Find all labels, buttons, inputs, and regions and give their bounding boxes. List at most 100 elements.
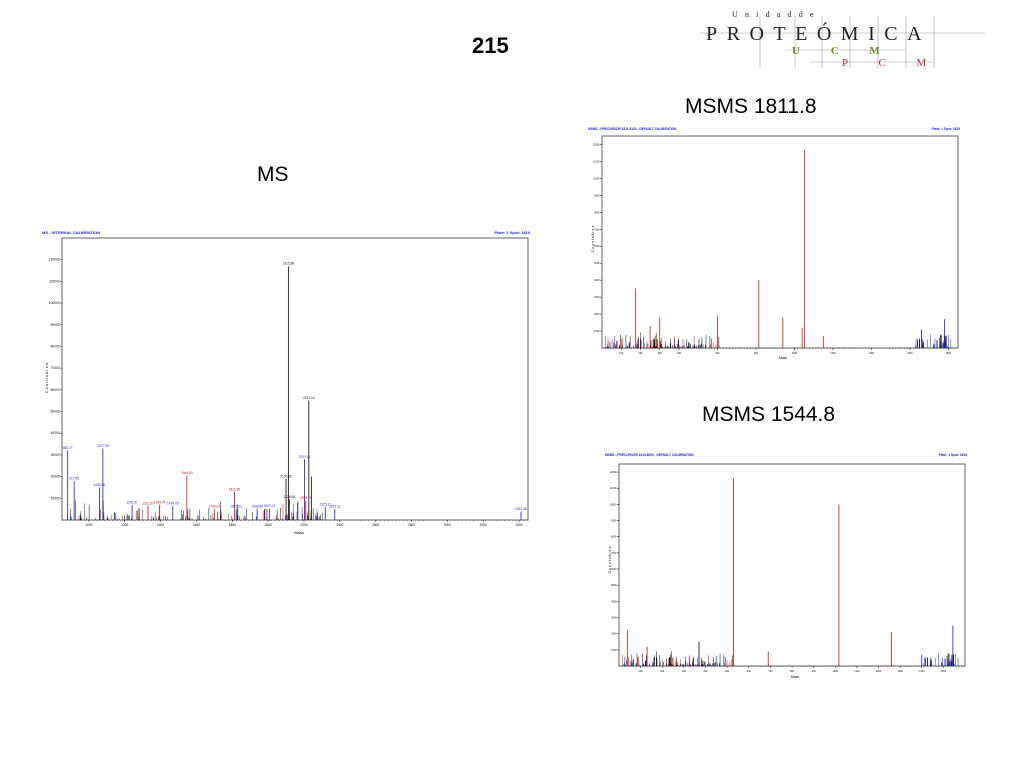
ms-peak-label: 2203.15 — [299, 455, 311, 459]
msms1-xtick-label: 100 — [619, 352, 624, 355]
ms-ytick-label: 60000 — [51, 388, 60, 392]
msms2-ytick-label: 7000 — [611, 552, 617, 555]
ms-peak-label: 2227.14 — [303, 396, 315, 400]
msms1-xtick-label: 1000 — [792, 352, 798, 355]
ms-ylabel: C o u n t s A r e a — [44, 362, 49, 393]
ms-xtick-label: 1800 — [229, 523, 236, 527]
ms-peak-label: 2208.71 — [300, 496, 312, 500]
msms2-xtick-label: 1400 — [919, 670, 925, 673]
msms2-ytick-label: 4000 — [611, 600, 617, 603]
ms-panel-title: MS — [257, 163, 289, 186]
ms-xtick-label: 3000 — [444, 523, 451, 527]
msms1-xtick-label: 1400 — [869, 352, 875, 355]
ms-peak-label: 2325.17 — [320, 502, 332, 506]
msms1-xtick-label: 1800 — [946, 352, 952, 355]
ms-peak-label: 1395.74 — [154, 500, 166, 504]
ms-xtick-label: 2400 — [336, 523, 343, 527]
msms1-ytick-label: 12000 — [593, 143, 600, 146]
ms-ytick-label: 80000 — [51, 344, 60, 348]
logo-grid — [700, 16, 985, 68]
ms-ytick-label: 120000 — [49, 258, 60, 262]
ms-ytick-label: 100000 — [49, 301, 60, 305]
msms1-xtick-label: 200 — [638, 352, 643, 355]
ms-peak-label: 1811.85 — [229, 487, 241, 491]
msms2-header-left: MSMS - PRECURSOR 1544.8000 - DEFAULT CAL… — [605, 453, 694, 457]
msms1-panel-title: MSMS 1811.8 — [685, 95, 817, 118]
msms2-ytick-label: 11000 — [610, 487, 617, 490]
ms-peak-label: 2007.01 — [264, 504, 276, 508]
msms2-xtick-label: 100 — [639, 670, 644, 673]
ms-ytick-label: 10000 — [51, 496, 60, 500]
ms-header-right: Plate: 1 Spot: 1819 — [494, 230, 530, 235]
logo-row2: U C M — [792, 45, 894, 57]
ms-xtick-label: 2200 — [300, 523, 307, 527]
ms-peak-label: 1331.67 — [142, 501, 154, 505]
msms2-xtick-label: 400 — [704, 670, 709, 673]
ms-peak-label: 1478.78 — [167, 501, 179, 505]
msms2-panel-title: MSMS 1544.8 — [702, 403, 836, 426]
msms1-xtick-label: 300 — [658, 352, 663, 355]
msms2-ytick-label: 10000 — [610, 503, 617, 506]
msms2-xtick-label: 900 — [812, 670, 817, 673]
ms-xtick-label: 3400 — [515, 523, 522, 527]
msms1-ytick-label: 7000 — [594, 228, 600, 231]
logo-top-text: U n i d a d d e — [732, 10, 816, 19]
ms-peak-label: 2100.05 — [280, 474, 292, 478]
msms2-xtick-label: 200 — [660, 670, 665, 673]
logo-main-word: PROTEÓMICA — [706, 21, 931, 45]
logo-row3: P C M — [842, 57, 940, 69]
msms1-header-right: Plate: 1 Spot: 1819 — [932, 127, 961, 131]
msms1-ytick-label: 6000 — [594, 245, 600, 248]
msms1-header-left: MSMS - PRECURSOR 1811.8120 - DEFAULT CAL… — [588, 127, 677, 131]
ms-ytick-label: 90000 — [51, 323, 60, 327]
ms-xtick-label: 2600 — [372, 523, 379, 527]
ms-peak-label: 2126.00 — [283, 495, 295, 499]
ms-xtick-label: 1600 — [193, 523, 200, 527]
msms1-ylabel: C o u n t s A r e a — [591, 226, 595, 253]
ms-spectrum-chart: MS - INTERNAL CALIBRATION Plate: 1 Spot:… — [42, 230, 531, 535]
ms-ytick-label: 20000 — [51, 475, 60, 479]
ms-ytick-label: 50000 — [51, 410, 60, 414]
ms-peak-label: 1938.80 — [251, 505, 263, 509]
proteomica-logo: U n i d a d d e PROTEÓMICA U C M P C M — [700, 10, 985, 69]
msms2-xtick-label: 600 — [747, 670, 752, 673]
msms1-xtick-label: 600 — [715, 352, 720, 355]
msms1-ytick-label: 9000 — [594, 194, 600, 197]
ms-plot-frame — [61, 237, 529, 521]
msms1-plot-frame — [601, 135, 959, 349]
ms-xlabel: Mass — [294, 530, 304, 535]
ms-xtick-label: 2800 — [408, 523, 415, 527]
msms2-header-right: Plate: 1 Spot: 1819 — [939, 453, 968, 457]
msms1-xlabel: Mass — [779, 356, 788, 360]
ms-ytick-label: 30000 — [51, 453, 60, 457]
ms-peak-label: 881.77 — [63, 446, 73, 450]
ms-peak-label: 2112.98 — [283, 262, 295, 266]
msms2-xtick-label: 1300 — [897, 670, 903, 673]
msms2-xtick-label: 1200 — [876, 670, 882, 673]
msms1-xtick-label: 400 — [677, 352, 682, 355]
msms2-xtick-label: 800 — [790, 670, 795, 673]
ms-peak-label: 3411.45 — [515, 507, 527, 511]
msms2-xtick-label: 700 — [768, 670, 773, 673]
msms1-ytick-label: 5000 — [594, 262, 600, 265]
msms2-spectrum-chart: MSMS - PRECURSOR 1544.8000 - DEFAULT CAL… — [605, 453, 968, 679]
ms-ytick-label: 40000 — [51, 431, 60, 435]
ms-ytick-label: 70000 — [51, 366, 60, 370]
msms2-xtick-label: 1000 — [833, 670, 839, 673]
ms-ytick-label: 110000 — [49, 279, 60, 283]
msms2-ytick-label: 5000 — [611, 584, 617, 587]
ms-peak-label: 1546.83 — [181, 471, 193, 475]
msms2-xtick-label: 500 — [725, 670, 730, 673]
msms1-ytick-label: 2000 — [594, 313, 600, 316]
ms-peak-label: 1059.00 — [94, 483, 106, 487]
ms-xtick-label: 1200 — [121, 523, 128, 527]
msms2-xlabel: Mass — [791, 675, 800, 679]
ms-xtick-label: 2000 — [265, 523, 272, 527]
ms-peak-label: 917.89 — [69, 476, 79, 480]
msms1-ytick-label: 3000 — [594, 296, 600, 299]
msms1-ytick-label: 8000 — [594, 211, 600, 214]
slide-number: 215 — [472, 33, 509, 58]
msms2-ytick-label: 12000 — [610, 471, 617, 474]
msms2-ytick-label: 9000 — [611, 520, 617, 523]
msms2-xtick-label: 1100 — [854, 670, 860, 673]
